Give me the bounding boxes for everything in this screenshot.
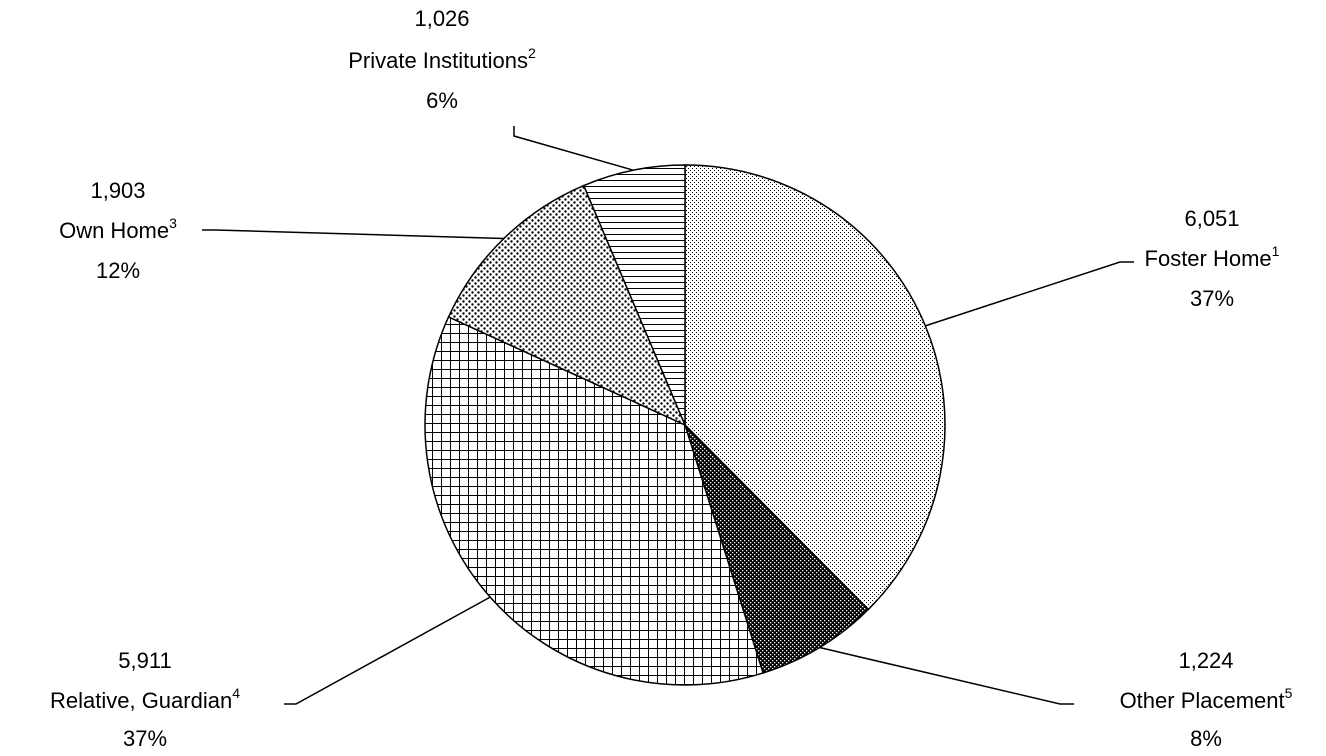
name-label-ownhome: Own Home3 (59, 215, 177, 243)
slice-foster (684, 164, 946, 611)
name-label-private: Private Institutions2 (348, 45, 536, 73)
leader-relative (284, 596, 491, 705)
footnote-marker-ownhome: 3 (169, 215, 177, 231)
percent-label-foster: 37% (1190, 286, 1234, 311)
name-label-foster: Foster Home1 (1145, 243, 1280, 271)
leader-foster (925, 261, 1134, 327)
footnote-marker-private: 2 (528, 45, 536, 61)
pie-slices (424, 164, 946, 686)
percent-label-ownhome: 12% (96, 258, 140, 283)
value-label-foster: 6,051 (1184, 206, 1239, 231)
name-label-relative: Relative, Guardian4 (50, 685, 240, 713)
value-label-private: 1,026 (414, 6, 469, 31)
slice-relative (424, 315, 765, 686)
footnote-marker-other: 5 (1285, 685, 1293, 701)
leader-private (513, 126, 634, 171)
percent-label-relative: 37% (123, 726, 167, 751)
leader-ownhome (202, 229, 504, 240)
slice-labels: 6,051 Foster Home1 37% 1,224 Other Placement… (50, 6, 1293, 751)
value-label-other: 1,224 (1178, 648, 1233, 673)
percent-label-private: 6% (426, 88, 458, 113)
footnote-marker-foster: 1 (1272, 243, 1280, 259)
footnote-marker-relative: 4 (232, 685, 240, 701)
leader-lines (202, 126, 1134, 705)
leader-other (819, 646, 1074, 705)
slice-ownhome (447, 184, 687, 427)
slice-other (684, 424, 870, 674)
percent-label-other: 8% (1190, 726, 1222, 751)
value-label-relative: 5,911 (118, 648, 171, 673)
value-label-ownhome: 1,903 (90, 178, 145, 203)
name-label-other: Other Placement5 (1120, 685, 1293, 713)
